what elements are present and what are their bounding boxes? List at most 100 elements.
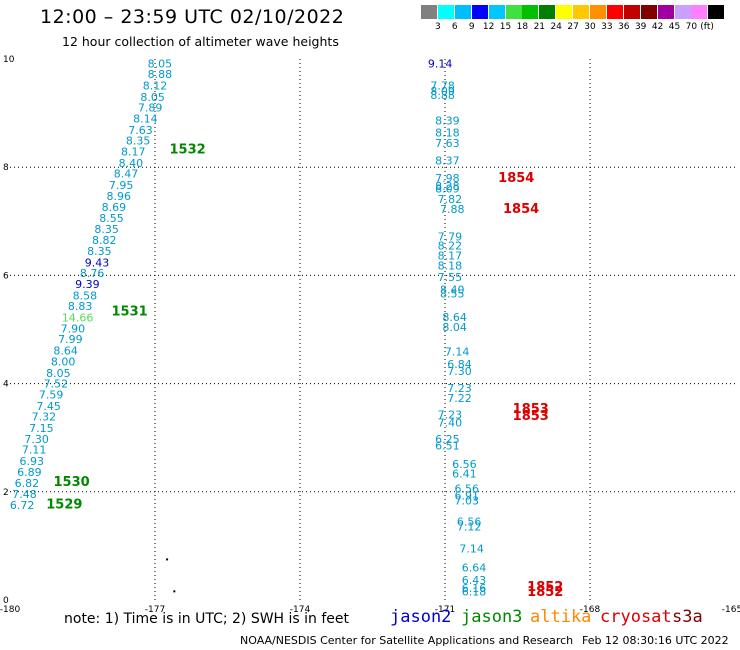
- wave-height-label: 7.23: [438, 408, 463, 421]
- wave-height-label: 6.93: [20, 455, 45, 468]
- wave-height-label: 8.83: [68, 300, 93, 313]
- y-tick-label: 6: [3, 271, 9, 281]
- y-tick-label: 2: [3, 488, 9, 498]
- wave-height-label: 7.22: [447, 392, 472, 405]
- wave-height-label: 7.90: [61, 322, 86, 335]
- wave-height-label: 8.58: [73, 289, 98, 302]
- pass-time-label: 1852: [527, 585, 563, 600]
- wave-height-label: 8.55: [440, 287, 465, 300]
- satellite-label-jason2: jason2: [390, 607, 452, 627]
- satellite-label-altika: altika: [530, 607, 592, 627]
- legend-swatch: [522, 5, 539, 19]
- wave-height-label: 8.64: [442, 311, 467, 324]
- wave-height-label: 6.91: [455, 490, 480, 503]
- wave-height-label: 8.04: [442, 321, 467, 334]
- wave-height-label: 7.59: [39, 388, 64, 401]
- pass-time-label: 1532: [170, 142, 206, 157]
- wave-height-label: 6.72: [10, 499, 35, 512]
- legend-label: 39: [634, 22, 647, 32]
- data-point: [166, 558, 169, 561]
- wave-height-label: 7.82: [438, 193, 463, 206]
- wave-height-label: 7.63: [128, 124, 153, 137]
- wave-height-label: 7.45: [36, 400, 61, 413]
- pass-time-label: 1852: [527, 580, 563, 595]
- y-tick-label: 4: [3, 380, 9, 390]
- wave-height-label: 7.78: [430, 80, 455, 93]
- y-tick-label: 0: [3, 596, 9, 606]
- legend-label: 21: [533, 22, 546, 32]
- pass-time-label: 1854: [498, 171, 534, 186]
- wave-height-label: 7.23: [447, 382, 472, 395]
- legend-label: 30: [584, 22, 596, 32]
- x-tick-label: -177: [145, 605, 165, 615]
- wave-height-label: 6.41: [452, 467, 477, 480]
- wave-height-label: 7.11: [22, 444, 47, 457]
- legend-swatch: [674, 5, 691, 19]
- wave-height-label: 8.76: [80, 267, 105, 280]
- wave-height-label: 7.99: [58, 333, 83, 346]
- satellite-label-jason3: jason3: [461, 607, 523, 627]
- legend-swatch: [437, 5, 454, 19]
- wave-height-label: 7.40: [438, 417, 463, 430]
- legend-label: 6: [451, 22, 458, 32]
- wave-height-label: 7.30: [447, 365, 472, 378]
- wave-height-label: 7.14: [445, 346, 470, 359]
- wave-height-label: 7.48: [12, 488, 37, 501]
- pass-time-label: 1529: [46, 498, 82, 513]
- wave-height-label: 7.30: [24, 433, 49, 446]
- footer-timestamp: Feb 12 08:30:16 UTC 2022: [582, 634, 729, 647]
- legend-label: 9: [468, 22, 475, 32]
- wave-height-label: 7.63: [435, 137, 460, 150]
- wave-height-label: 6.43: [462, 574, 487, 587]
- wave-height-label: 8.39: [435, 115, 460, 128]
- wave-height-label: 9.39: [75, 278, 100, 291]
- legend-swatch: [708, 5, 725, 19]
- x-tick-label: -165: [722, 605, 740, 615]
- wave-height-label: 7.79: [438, 230, 463, 243]
- pass-time-label: 1531: [112, 305, 148, 320]
- wave-height-label: 8.35: [87, 245, 112, 258]
- data-point: [173, 590, 176, 593]
- wave-height-label: 6.84: [447, 358, 472, 371]
- wave-height-label: 6.18: [462, 585, 487, 598]
- wave-height-label: 14.66: [62, 312, 94, 325]
- legend-swatch: [606, 5, 623, 19]
- x-tick-label: -168: [580, 605, 601, 615]
- wave-height-label: 8.14: [133, 113, 158, 126]
- wave-height-label: 8.22: [438, 240, 463, 253]
- wave-height-label: 9.14: [428, 57, 453, 70]
- legend-label: 18: [516, 22, 529, 32]
- x-tick-label: -171: [435, 605, 455, 615]
- wave-height-label: 6.82: [15, 477, 40, 490]
- x-tick-label: -180: [0, 605, 20, 615]
- y-tick-label: 10: [3, 55, 15, 65]
- chart-title: 12:00 – 23:59 UTC 02/10/2022: [40, 6, 345, 28]
- chart-note: note: 1) Time is in UTC; 2) SWH is in fe…: [64, 611, 350, 627]
- wave-height-label: 8.64: [53, 345, 78, 358]
- legend-swatch: [657, 5, 674, 19]
- legend-label: 36: [618, 22, 630, 32]
- wave-height-label: 8.69: [102, 201, 127, 214]
- wave-height-label: 7.55: [438, 271, 463, 284]
- wave-height-label: 8.82: [92, 234, 117, 247]
- wave-height-label: 8.09: [430, 85, 455, 98]
- wave-height-label: 8.88: [148, 68, 173, 81]
- legend-swatch: [556, 5, 573, 19]
- legend-label: 45: [668, 22, 681, 32]
- pass-time-label: 1854: [503, 202, 539, 217]
- wave-height-label: 9.43: [85, 256, 110, 269]
- wave-height-label: 8.12: [143, 80, 168, 93]
- wave-height-label: 8.17: [438, 249, 463, 262]
- legend-swatch: [488, 5, 505, 19]
- legend-swatch: [421, 5, 437, 19]
- wave-height-label: 6.56: [452, 458, 477, 471]
- wave-height-label: 8.35: [94, 223, 119, 236]
- x-tick-label: -174: [290, 605, 311, 615]
- wave-height-label: 8.18: [435, 127, 460, 140]
- wave-height-label: 6.89: [17, 466, 42, 479]
- pass-time-label: 1853: [513, 402, 549, 417]
- wave-height-label: 7.32: [32, 411, 57, 424]
- wave-height-label: 7.12: [457, 520, 482, 533]
- wave-height-label: 7.14: [459, 543, 484, 556]
